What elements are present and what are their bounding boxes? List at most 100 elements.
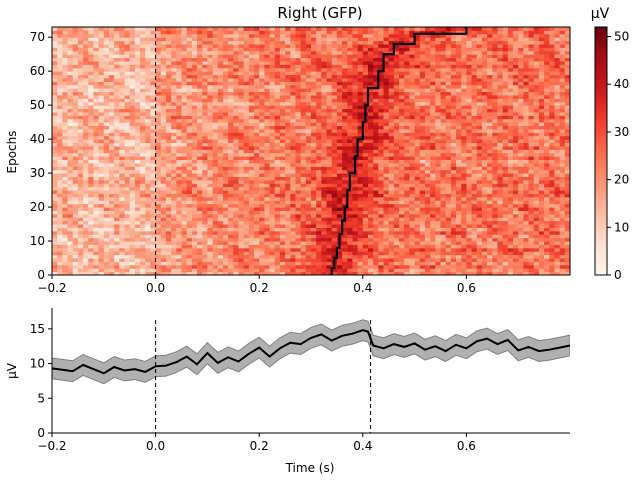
heatmap-cell: [564, 132, 570, 137]
heatmap-cell: [487, 196, 493, 201]
heatmap-cell: [212, 207, 219, 211]
heatmap-cell: [243, 264, 250, 269]
heatmap-cell: [523, 224, 530, 228]
heatmap-cell: [103, 183, 110, 188]
heatmap-cell: [311, 251, 317, 256]
heatmap-cell: [513, 258, 519, 262]
heatmap-cell: [140, 213, 146, 218]
heatmap-cell: [269, 142, 276, 147]
heatmap-cell: [409, 149, 416, 154]
heatmap-cell: [393, 139, 400, 144]
heatmap-cell: [331, 176, 338, 181]
heatmap-cell: [197, 190, 203, 194]
heatmap-cell: [114, 200, 120, 205]
heatmap-cell: [300, 251, 307, 256]
heatmap-cell: [409, 179, 416, 184]
heatmap-cell: [544, 254, 550, 259]
heatmap-cell: [373, 247, 379, 252]
heatmap-cell: [404, 251, 410, 256]
heatmap-cell: [559, 196, 566, 201]
heatmap-cell: [544, 149, 550, 154]
heatmap-cell: [336, 162, 343, 167]
heatmap-cell: [316, 190, 322, 194]
heatmap-cell: [233, 152, 239, 157]
heatmap-cell: [409, 268, 416, 273]
heatmap-cell: [114, 135, 120, 140]
heatmap-cell: [197, 251, 203, 256]
heatmap-cell: [165, 241, 172, 245]
heatmap-cell: [419, 156, 426, 160]
heatmap-cell: [186, 251, 193, 256]
heatmap-cell: [507, 217, 514, 222]
heatmap-cell: [414, 135, 421, 140]
heatmap-cell: [279, 176, 286, 181]
heatmap-cell: [445, 135, 452, 140]
heatmap-cell: [119, 203, 126, 208]
heatmap-cell: [62, 111, 69, 116]
heatmap-cell: [72, 118, 79, 123]
heatmap-cell: [362, 200, 369, 205]
heatmap-cell: [254, 193, 260, 198]
heatmap-cell: [248, 173, 255, 177]
heatmap-cell: [321, 125, 328, 130]
heatmap-cell: [404, 111, 410, 116]
heatmap-cell: [342, 142, 348, 147]
heatmap-cell: [533, 230, 540, 235]
heatmap-cell: [383, 203, 390, 208]
heatmap-cell: [331, 179, 338, 184]
heatmap-cell: [481, 234, 488, 239]
heatmap-cell: [62, 210, 69, 215]
heatmap-cell: [518, 173, 524, 177]
heatmap-cell: [93, 125, 100, 130]
heatmap-cell: [445, 142, 452, 147]
heatmap-cell: [357, 118, 364, 123]
heatmap-cell: [342, 196, 348, 201]
heatmap-cell: [160, 108, 167, 113]
heatmap-cell: [533, 203, 540, 208]
heatmap-cell: [554, 220, 561, 225]
heatmap-cell: [497, 166, 504, 171]
heatmap-cell: [212, 217, 219, 222]
heatmap-cell: [450, 108, 457, 113]
heatmap-cell: [342, 149, 348, 154]
heatmap-cell: [279, 230, 286, 235]
heatmap-cell: [393, 142, 400, 147]
heatmap-cell: [430, 186, 436, 191]
heatmap-cell: [305, 190, 312, 194]
heatmap-cell: [114, 179, 120, 184]
heatmap-cell: [202, 193, 208, 198]
heatmap-cell: [83, 115, 89, 120]
heatmap-cell: [72, 230, 79, 235]
heatmap-cell: [98, 244, 105, 249]
heatmap-cell: [533, 264, 540, 269]
heatmap-cell: [544, 132, 550, 137]
heatmap-cell: [191, 244, 198, 249]
heatmap-cell: [233, 169, 239, 174]
heatmap-cell: [228, 227, 234, 232]
heatmap-cell: [171, 118, 177, 123]
heatmap-cell: [114, 169, 120, 174]
heatmap-cell: [502, 176, 509, 181]
heatmap-cell: [393, 125, 400, 130]
heatmap-cell: [191, 156, 198, 160]
heatmap-cell: [259, 230, 265, 235]
heatmap-cell: [367, 230, 374, 235]
heatmap-cell: [207, 108, 214, 113]
heatmap-cell: [259, 132, 265, 137]
heatmap-cell: [72, 247, 79, 252]
heatmap-cell: [507, 128, 514, 133]
heatmap-cell: [98, 142, 105, 147]
heatmap-cell: [264, 105, 271, 110]
heatmap-cell: [414, 196, 421, 201]
heatmap-cell: [233, 132, 239, 137]
heatmap-cell: [523, 111, 530, 116]
heatmap-cell: [492, 132, 498, 137]
heatmap-cell: [228, 128, 234, 133]
heatmap-cell: [430, 261, 436, 266]
heatmap-cell: [243, 224, 250, 228]
heatmap-cell: [316, 105, 322, 110]
heatmap-cell: [134, 241, 141, 245]
heatmap-cell: [564, 244, 570, 249]
heatmap-cell: [414, 258, 421, 262]
heatmap-cell: [424, 237, 431, 242]
